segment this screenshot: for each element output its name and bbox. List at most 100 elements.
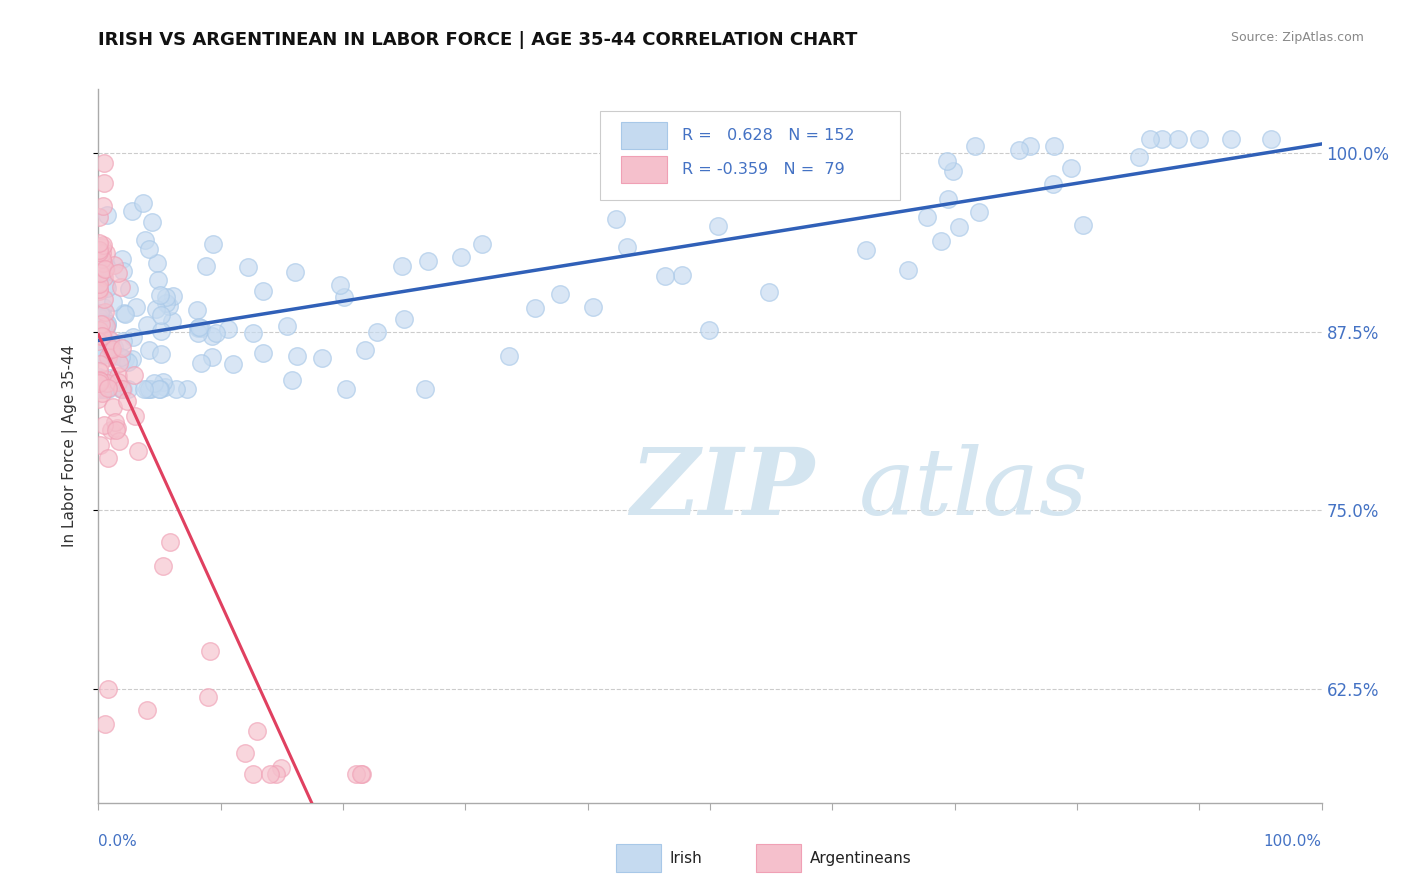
Point: [1073, 218, 1095, 232]
Point: [146, 272, 169, 286]
Point: [87, 370, 110, 384]
Point: [93, 155, 115, 169]
Point: [111, 382, 134, 396]
Point: [948, 219, 970, 234]
Point: [1008, 143, 1031, 157]
Point: [111, 341, 134, 355]
Point: [471, 237, 494, 252]
Point: [136, 703, 159, 717]
Point: [91, 240, 114, 254]
Point: [97, 351, 120, 365]
Point: [605, 211, 627, 226]
Point: [136, 382, 159, 396]
Point: [165, 382, 187, 396]
Point: [93, 305, 115, 319]
Point: [198, 644, 221, 658]
Point: [89, 284, 111, 298]
Point: [1139, 132, 1161, 146]
Point: [110, 279, 132, 293]
Point: [897, 263, 920, 277]
Point: [96, 208, 118, 222]
Point: [91, 329, 114, 343]
Point: [498, 349, 520, 363]
Point: [276, 318, 298, 333]
Point: [90, 382, 112, 396]
Point: [329, 277, 352, 292]
Point: [616, 240, 638, 254]
Point: [96, 316, 118, 330]
Point: [91, 238, 114, 252]
Point: [93, 292, 115, 306]
Point: [222, 357, 245, 371]
Point: [344, 767, 367, 781]
Point: [96, 318, 118, 333]
Point: [94, 277, 117, 292]
Point: [103, 349, 125, 363]
Point: [855, 243, 877, 257]
Point: [90, 372, 112, 386]
Point: [270, 761, 292, 775]
Point: [392, 311, 415, 326]
Point: [935, 153, 957, 168]
Point: [965, 139, 987, 153]
Point: [108, 434, 131, 449]
Point: [125, 300, 148, 314]
Point: [111, 252, 134, 267]
Point: [111, 334, 134, 349]
Point: [138, 242, 160, 256]
Point: [160, 314, 183, 328]
Point: [110, 382, 132, 396]
Point: [89, 374, 111, 388]
Point: [93, 336, 115, 351]
Point: [89, 306, 111, 320]
Point: [124, 409, 146, 424]
Point: [91, 265, 114, 279]
Point: [697, 323, 720, 337]
Point: [391, 259, 413, 273]
Point: [117, 355, 139, 369]
Point: [149, 382, 172, 396]
Point: [87, 392, 110, 406]
Point: [91, 346, 114, 360]
Point: [103, 259, 125, 273]
Point: [93, 382, 115, 396]
Point: [706, 219, 728, 233]
Point: [91, 317, 114, 331]
Point: [91, 380, 114, 394]
Point: [101, 342, 124, 356]
Point: [122, 368, 145, 383]
Point: [159, 534, 181, 549]
Point: [93, 717, 115, 731]
Point: [105, 421, 128, 435]
Point: [581, 300, 603, 314]
Point: [1188, 132, 1211, 146]
Point: [1167, 132, 1189, 146]
Point: [94, 319, 117, 334]
Point: [121, 351, 143, 366]
Point: [122, 330, 145, 344]
Point: [87, 364, 110, 378]
Point: [87, 211, 110, 225]
Point: [94, 262, 117, 277]
Text: ZIP: ZIP: [630, 444, 814, 533]
Point: [93, 345, 115, 359]
Point: [201, 350, 224, 364]
Point: [936, 192, 959, 206]
Point: [259, 767, 281, 781]
Point: [162, 289, 184, 303]
Point: [335, 382, 357, 396]
Point: [134, 234, 156, 248]
Point: [90, 386, 112, 401]
Point: [98, 370, 121, 384]
Point: [671, 268, 693, 283]
Point: [138, 343, 160, 358]
Point: [107, 266, 129, 280]
Point: [94, 372, 117, 386]
Text: Irish: Irish: [669, 851, 702, 865]
Point: [93, 269, 115, 284]
Text: 0.0%: 0.0%: [98, 834, 138, 849]
Point: [548, 287, 571, 301]
Point: [87, 310, 110, 324]
Point: [87, 323, 110, 337]
Point: [97, 382, 120, 396]
